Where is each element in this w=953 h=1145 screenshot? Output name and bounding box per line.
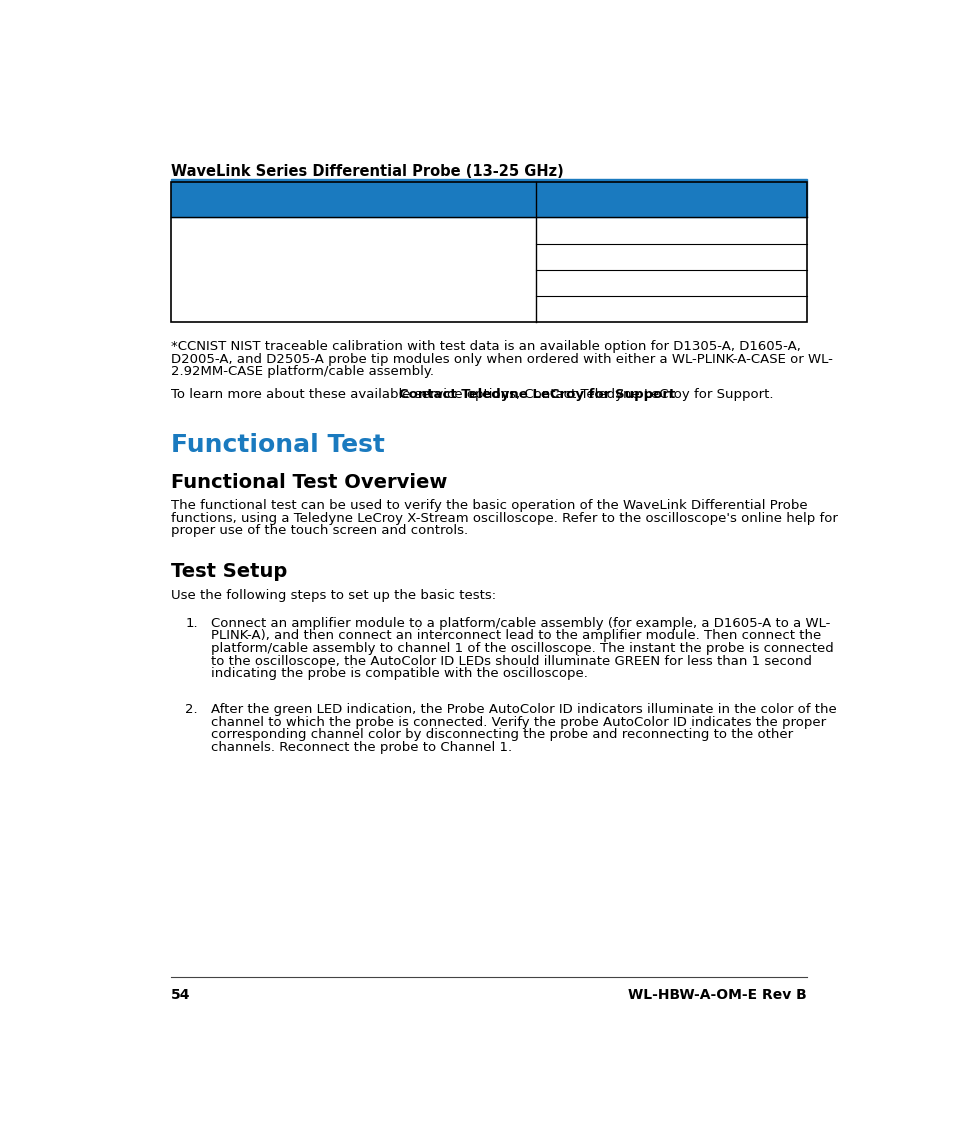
Text: to the oscilloscope, the AutoColor ID LEDs should illuminate GREEN for less than: to the oscilloscope, the AutoColor ID LE…	[212, 655, 812, 668]
Text: WL-HBW-A-OM-E Rev B: WL-HBW-A-OM-E Rev B	[627, 988, 806, 1002]
Text: *CCNIST NIST traceable calibration with test data is an available option for D13: *CCNIST NIST traceable calibration with …	[171, 340, 801, 353]
Text: PLINK-A), and then connect an interconnect lead to the amplifier module. Then co: PLINK-A), and then connect an interconne…	[212, 630, 821, 642]
Text: proper use of the touch screen and controls.: proper use of the touch screen and contr…	[171, 524, 468, 537]
Bar	[171, 182, 806, 218]
Text: 2.92MM-CASE platform/cable assembly.: 2.92MM-CASE platform/cable assembly.	[171, 365, 434, 378]
Text: corresponding channel color by disconnecting the probe and reconnecting to the o: corresponding channel color by disconnec…	[212, 728, 793, 741]
Text: Contact Teledyne LeCroy for Support: Contact Teledyne LeCroy for Support	[398, 388, 675, 401]
Text: Test Setup: Test Setup	[171, 562, 287, 582]
Text: To learn more about these available service options, Contact Teledyne LeCroy for: To learn more about these available serv…	[171, 388, 773, 401]
Text: platform/cable assembly to channel 1 of the oscilloscope. The instant the probe : platform/cable assembly to channel 1 of …	[212, 642, 833, 655]
Bar	[171, 182, 806, 322]
Bar	[171, 180, 806, 182]
Text: 2.: 2.	[185, 703, 197, 716]
Text: 1.: 1.	[185, 616, 197, 630]
Text: functions, using a Teledyne LeCroy X-Stream oscilloscope. Refer to the oscillosc: functions, using a Teledyne LeCroy X-Str…	[171, 512, 837, 524]
Text: 54: 54	[171, 988, 191, 1002]
Text: After the green LED indication, the Probe AutoColor ID indicators illuminate in : After the green LED indication, the Prob…	[212, 703, 837, 716]
Text: Functional Test: Functional Test	[171, 433, 385, 457]
Text: indicating the probe is compatible with the oscilloscope.: indicating the probe is compatible with …	[212, 668, 588, 680]
Text: The functional test can be used to verify the basic operation of the WaveLink Di: The functional test can be used to verif…	[171, 499, 807, 512]
Text: channel to which the probe is connected. Verify the probe AutoColor ID indicates: channel to which the probe is connected.…	[212, 716, 825, 728]
Text: D2005-A, and D2505-A probe tip modules only when ordered with either a WL-PLINK-: D2005-A, and D2505-A probe tip modules o…	[171, 353, 832, 365]
Text: channels. Reconnect the probe to Channel 1.: channels. Reconnect the probe to Channel…	[212, 741, 512, 755]
Text: WaveLink Series Differential Probe (13-25 GHz): WaveLink Series Differential Probe (13-2…	[171, 165, 563, 180]
Text: Connect an amplifier module to a platform/cable assembly (for example, a D1605-A: Connect an amplifier module to a platfor…	[212, 616, 830, 630]
Text: Functional Test Overview: Functional Test Overview	[171, 473, 447, 491]
Text: Use the following steps to set up the basic tests:: Use the following steps to set up the ba…	[171, 589, 496, 601]
